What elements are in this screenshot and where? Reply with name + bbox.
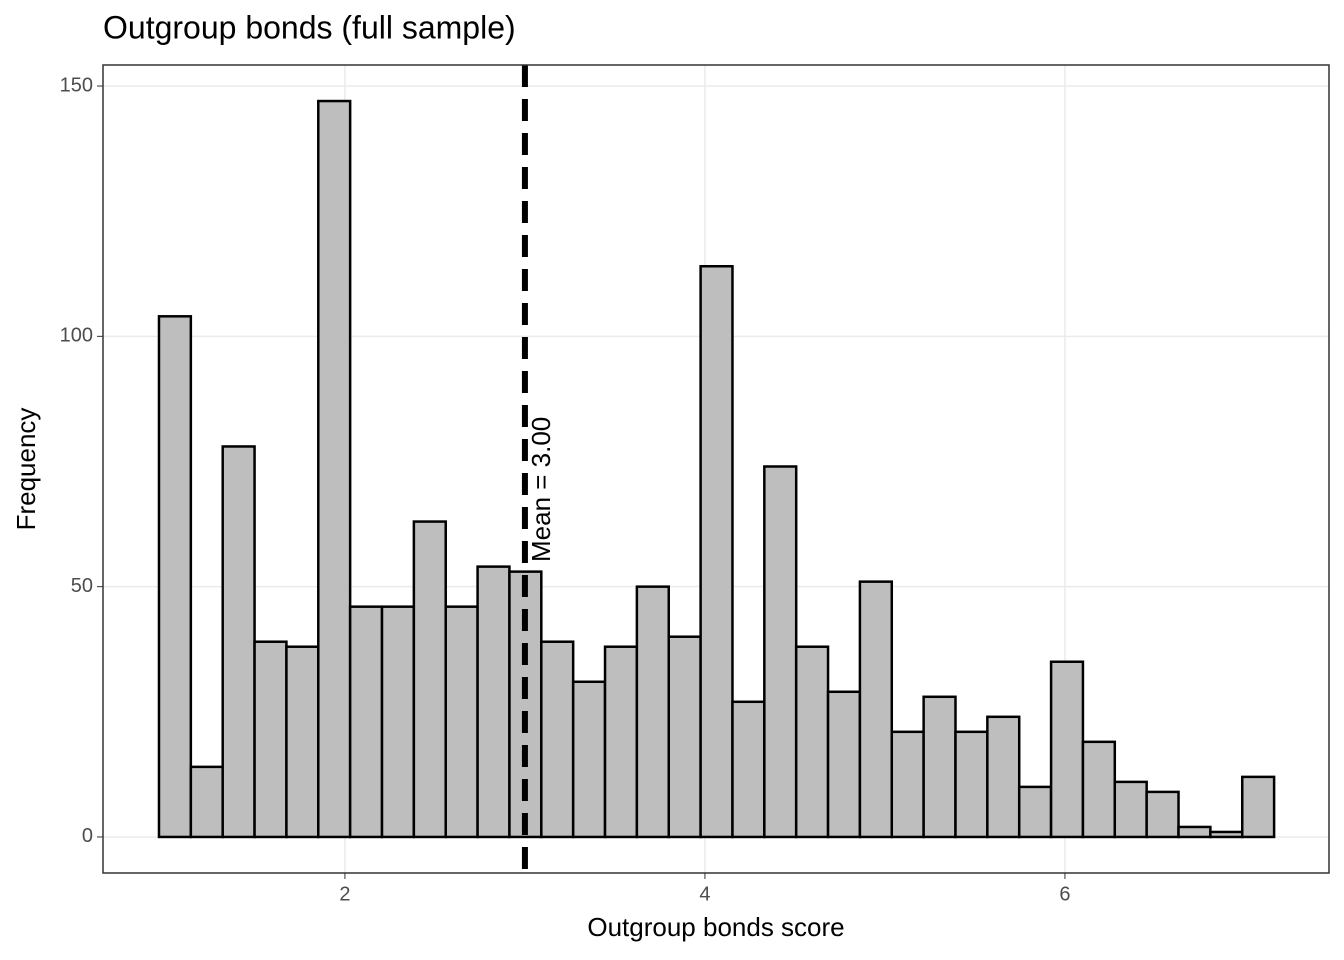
panel-border (102, 64, 1330, 874)
bar (157, 315, 193, 839)
y-tick-label: 50 (71, 575, 93, 597)
bar (794, 645, 830, 839)
bar (285, 645, 320, 839)
y-tick-label: 0 (82, 825, 93, 847)
bar (1049, 660, 1085, 839)
mean-label: Mean = 3.00 (526, 417, 556, 562)
y-tick-label: 150 (60, 74, 93, 96)
bar (380, 605, 416, 839)
bar (444, 605, 479, 839)
bar (858, 580, 894, 839)
x-axis-label: Outgroup bonds score (587, 912, 844, 942)
bar (1081, 740, 1117, 839)
y-tick-label: 100 (60, 325, 93, 347)
bar (635, 585, 670, 839)
bar (890, 730, 925, 839)
bar (253, 640, 288, 839)
bar (699, 264, 734, 839)
bar (348, 605, 384, 839)
bar (1017, 785, 1053, 839)
x-tick-label: 6 (1059, 883, 1070, 905)
y-axis-label: Frequency (11, 408, 41, 531)
bar (476, 565, 511, 839)
bar (986, 715, 1021, 839)
bar (571, 680, 607, 839)
bar (667, 635, 702, 839)
x-tick-label: 4 (699, 883, 710, 905)
bar (1177, 825, 1212, 839)
bar (1209, 830, 1244, 839)
bar (189, 765, 224, 839)
bar (922, 695, 957, 839)
bar (826, 690, 862, 839)
bar (412, 520, 447, 839)
bar (1240, 775, 1276, 839)
bar (221, 445, 256, 839)
bar (954, 730, 989, 839)
bar (540, 640, 575, 839)
bar (763, 465, 798, 839)
bar (1145, 790, 1180, 839)
bar (317, 99, 352, 839)
bar (731, 700, 766, 839)
chart-title: Outgroup bonds (full sample) (103, 9, 516, 45)
x-tick-label: 2 (339, 883, 350, 905)
bar (1113, 780, 1148, 839)
bar (603, 645, 639, 839)
